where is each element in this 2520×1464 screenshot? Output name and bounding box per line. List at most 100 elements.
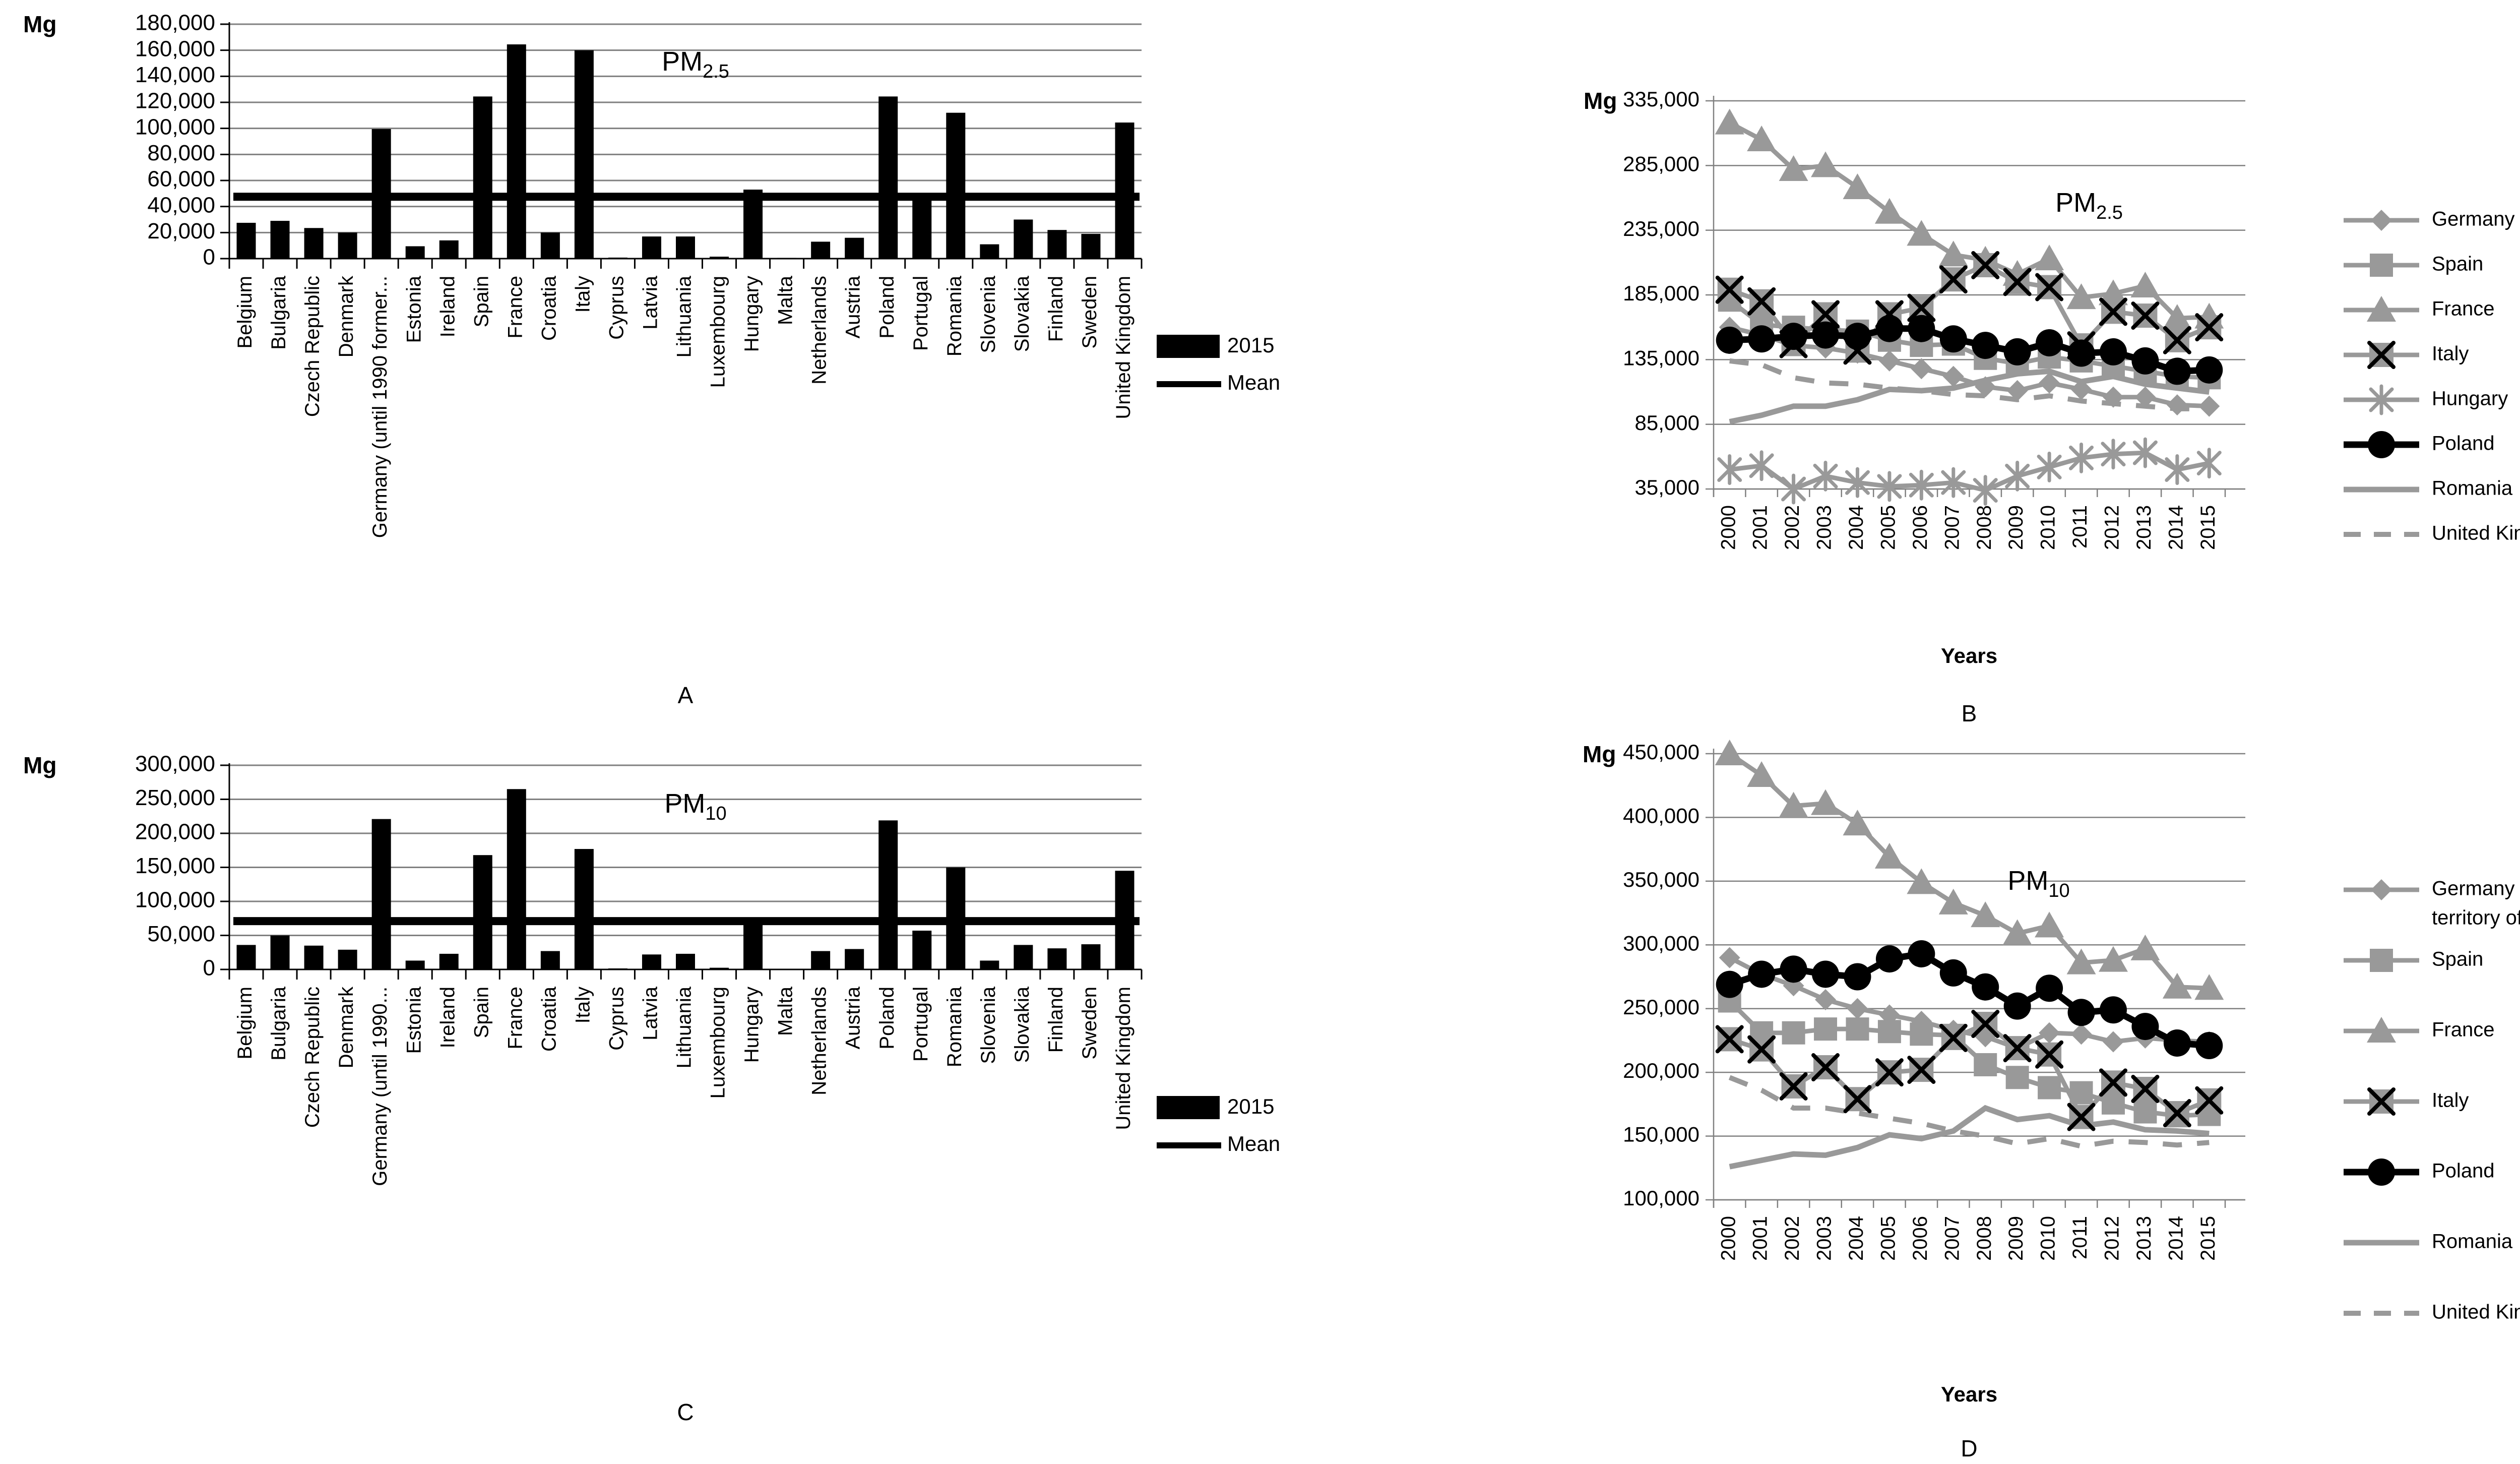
svg-text:Luxembourg: Luxembourg [707, 987, 729, 1099]
svg-text:80,000: 80,000 [147, 141, 215, 165]
svg-text:180,000: 180,000 [135, 11, 215, 35]
svg-text:150,000: 150,000 [1623, 1123, 1699, 1146]
bar-netherlands [811, 241, 831, 259]
chart-svg-A: 020,00040,00060,00080,000100,000120,0001… [23, 11, 1280, 538]
unit-label: Mg [1584, 88, 1617, 114]
bar-spain [473, 96, 492, 259]
bar-spain [473, 855, 492, 969]
svg-text:2011: 2011 [2069, 1216, 2091, 1259]
svg-text:100,000: 100,000 [1623, 1186, 1699, 1210]
svg-text:250,000: 250,000 [135, 785, 215, 810]
bar-bulgaria [270, 935, 290, 969]
bar-slovakia [1014, 219, 1033, 259]
svg-text:100,000: 100,000 [135, 888, 215, 912]
bar-portugal [912, 199, 932, 259]
svg-text:Poland: Poland [876, 987, 898, 1050]
bar-united-kingdom [1115, 123, 1135, 259]
svg-text:Portugal: Portugal [910, 987, 932, 1062]
svg-text:2015: 2015 [2197, 505, 2219, 550]
series-line-italy [1729, 262, 2210, 354]
chart-svg-C: 0 50,000 100,000 150,000 200,000 250,000 300,0… [23, 752, 1280, 1186]
bar-france [507, 44, 526, 259]
svg-text:France: France [504, 987, 526, 1050]
bar-sweden [1081, 233, 1101, 259]
svg-text:Germany (until 1990 former...: Germany (until 1990 former... [369, 276, 391, 538]
svg-text:2005: 2005 [1877, 505, 1899, 550]
svg-text:Hungary: Hungary [741, 276, 763, 352]
svg-text:0: 0 [203, 245, 215, 270]
series-line-france [1728, 752, 2210, 991]
svg-text:Denmark: Denmark [335, 986, 357, 1068]
bar-latvia [642, 236, 661, 259]
legend-swatch-2015 [1157, 335, 1220, 358]
svg-text:Cyprus: Cyprus [605, 276, 627, 340]
svg-text:Croatia: Croatia [538, 275, 560, 341]
svg-text:285,000: 285,000 [1623, 152, 1699, 175]
svg-text:2003: 2003 [1813, 505, 1836, 550]
series-line-poland [1729, 325, 2210, 375]
series-line-romania [1729, 368, 2210, 424]
svg-text:0: 0 [203, 956, 215, 981]
svg-text:Belgium: Belgium [234, 276, 256, 349]
svg-text:235,000: 235,000 [1623, 217, 1699, 240]
svg-text:Netherlands: Netherlands [808, 276, 831, 385]
svg-text:2013: 2013 [2133, 505, 2155, 550]
bar-poland [878, 96, 898, 259]
series-line-italy [1729, 1021, 2210, 1121]
svg-text:2014: 2014 [2165, 1216, 2187, 1261]
svg-text:50,000: 50,000 [147, 922, 215, 946]
svg-text:Slovakia: Slovakia [1011, 275, 1033, 352]
legend-label-spain: Spain [2432, 253, 2483, 275]
svg-text:2000: 2000 [1717, 505, 1739, 550]
legend-label-spain: Spain [2432, 948, 2483, 970]
svg-text:United Kingdom: United Kingdom [1112, 987, 1135, 1130]
svg-text:2006: 2006 [1909, 1216, 1931, 1261]
bar-croatia [540, 232, 560, 259]
legend-label-romania: Romania [2432, 477, 2513, 500]
svg-text:Latvia: Latvia [640, 275, 662, 329]
svg-text:2003: 2003 [1813, 1216, 1836, 1261]
x-axis-label: Years [1941, 644, 1997, 667]
legend-label-hungary: Hungary [2432, 388, 2508, 410]
bar-czech-republic [304, 945, 324, 969]
bar-hungary [743, 922, 763, 969]
svg-text:300,000: 300,000 [135, 752, 215, 776]
svg-text:Lithuania: Lithuania [673, 275, 696, 357]
caption-panel-c: C [677, 1399, 694, 1425]
legend-label-italy: Italy [2432, 343, 2469, 365]
legend-label-2015: 2015 [1227, 1094, 1274, 1118]
svg-text:150,000: 150,000 [135, 853, 215, 878]
svg-text:Spain: Spain [470, 276, 492, 327]
bar-denmark [338, 949, 357, 969]
series-line-hungary [1729, 450, 2210, 493]
caption-panel-d: D [1961, 1435, 1978, 1461]
bar-croatia [540, 951, 560, 969]
panel-pm25-bar-chart: 0 20,000 40,000 60,000 80,000 100,000 120,000 1… [0, 0, 1386, 731]
svg-text:2011: 2011 [2069, 505, 2091, 548]
svg-text:Estonia: Estonia [403, 275, 425, 343]
svg-text:135,000: 135,000 [1623, 346, 1699, 370]
bar-estonia [405, 246, 425, 259]
bar-france [507, 789, 526, 969]
svg-text:Bulgaria: Bulgaria [268, 986, 290, 1061]
unit-label: Mg [23, 752, 56, 778]
svg-text:2010: 2010 [2037, 505, 2059, 550]
bar-italy [574, 849, 594, 969]
series-line-germany-until-former-territory-of-the-frg- [1728, 955, 2210, 1051]
bar-bulgaria [270, 221, 290, 259]
legend-label-france: France [2432, 1019, 2495, 1041]
svg-text:2012: 2012 [2101, 505, 2123, 550]
svg-text:Slovenia: Slovenia [977, 986, 999, 1064]
svg-text:2013: 2013 [2133, 1216, 2155, 1261]
svg-text:200,000: 200,000 [1623, 1059, 1699, 1082]
svg-text:2010: 2010 [2037, 1216, 2059, 1261]
bar-ireland [439, 953, 459, 969]
bar-luxembourg [710, 967, 729, 969]
svg-text:400,000: 400,000 [1623, 804, 1699, 828]
legend-label-mean: Mean [1227, 1132, 1280, 1155]
svg-text:2002: 2002 [1781, 505, 1803, 550]
svg-text:Italy: Italy [572, 276, 594, 313]
bar-denmark [338, 232, 357, 259]
series-line-spain [1728, 999, 2210, 1118]
bar-slovenia [980, 960, 999, 969]
